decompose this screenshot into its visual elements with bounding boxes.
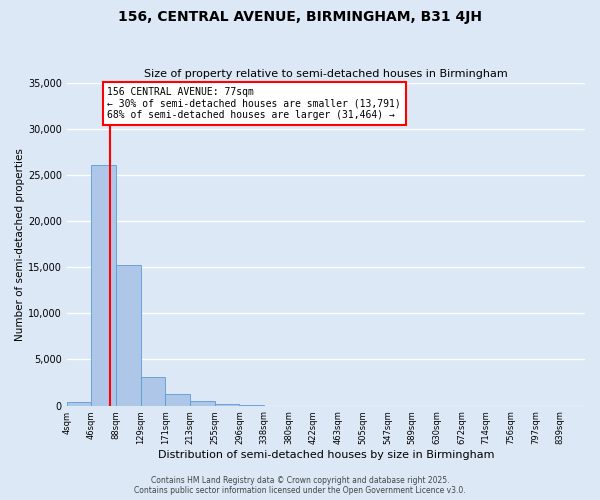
Bar: [239, 405, 264, 406]
Text: 156 CENTRAL AVENUE: 77sqm
← 30% of semi-detached houses are smaller (13,791)
68%: 156 CENTRAL AVENUE: 77sqm ← 30% of semi-…: [107, 87, 401, 120]
Bar: [190, 402, 215, 406]
Bar: [215, 404, 239, 406]
Bar: [116, 266, 140, 406]
Bar: [140, 377, 166, 406]
Y-axis label: Number of semi-detached properties: Number of semi-detached properties: [15, 148, 25, 340]
Bar: [166, 394, 190, 406]
X-axis label: Distribution of semi-detached houses by size in Birmingham: Distribution of semi-detached houses by …: [158, 450, 494, 460]
Bar: [67, 402, 91, 406]
Title: Size of property relative to semi-detached houses in Birmingham: Size of property relative to semi-detach…: [144, 69, 508, 79]
Text: 156, CENTRAL AVENUE, BIRMINGHAM, B31 4JH: 156, CENTRAL AVENUE, BIRMINGHAM, B31 4JH: [118, 10, 482, 24]
Text: Contains HM Land Registry data © Crown copyright and database right 2025.
Contai: Contains HM Land Registry data © Crown c…: [134, 476, 466, 495]
Bar: [91, 164, 116, 406]
